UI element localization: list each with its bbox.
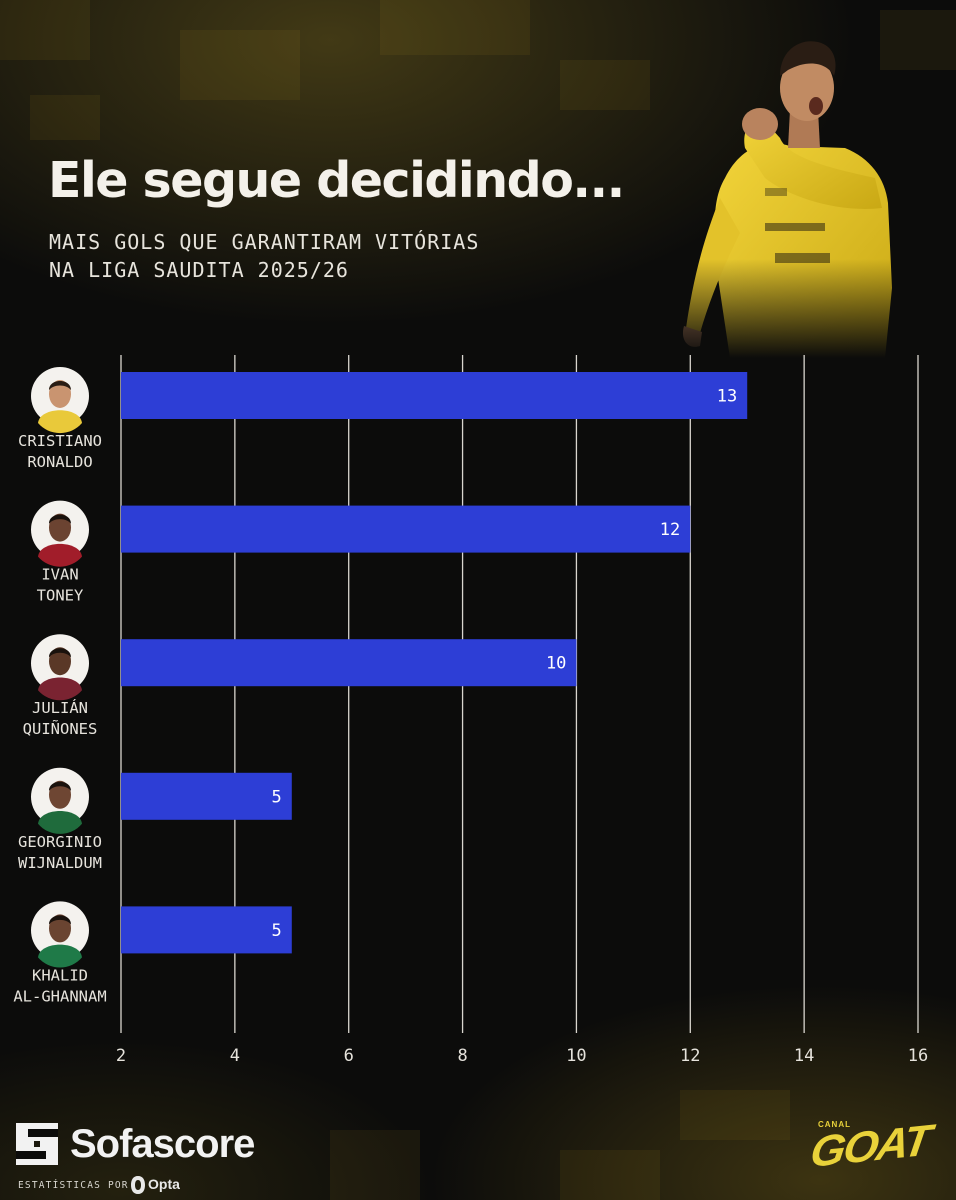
bar [121, 505, 691, 553]
player-name-line: JULIÁN [32, 698, 88, 717]
avatar-face [49, 780, 71, 809]
subtitle-line-2: NA LIGA SAUDITA 2025/26 [49, 258, 349, 282]
x-tick-label: 16 [908, 1046, 928, 1066]
opta-logo-icon [131, 1176, 145, 1194]
bg-pixel-block [560, 60, 650, 110]
avatar-shirt [38, 543, 82, 567]
x-axis-ticks: 2 4 6 8 10 12 14 16 [116, 1046, 928, 1066]
bar-value-label: 5 [272, 921, 282, 941]
player-name-line: RONALDO [27, 453, 92, 471]
category-labels: 13 CRISTIANO RONALDO 12 IVAN TONEY 10 JULIÁN QUI… [13, 387, 737, 1006]
bg-pixel-block [0, 0, 90, 60]
avatar-shirt [38, 677, 82, 701]
avatar-shirt [38, 944, 82, 968]
x-tick-label: 10 [566, 1046, 586, 1066]
bar [121, 639, 577, 687]
bars [121, 372, 748, 954]
x-tick-label: 4 [230, 1046, 240, 1066]
sofascore-branding: Sofascore ESTATÍSTICAS POR Opta [16, 1118, 316, 1198]
avatar-hair [49, 381, 71, 390]
canal-goat-logo: CANAL GOAT [806, 1110, 936, 1190]
x-tick-label: 14 [794, 1046, 814, 1066]
bg-pixel-block [330, 1130, 420, 1200]
bar [121, 772, 292, 820]
avatar-face [49, 914, 71, 943]
avatar-hair [49, 648, 71, 658]
bg-pixel-block [560, 1150, 660, 1200]
bar-value-label: 12 [660, 520, 680, 540]
sofascore-wordmark: Sofascore [70, 1122, 255, 1166]
bg-pixel-block [680, 1090, 790, 1140]
avatar-hair [49, 514, 71, 524]
avatar-shirt [38, 410, 82, 434]
player-name-line: KHALID [32, 966, 88, 984]
stats-by-label: ESTATÍSTICAS POR [18, 1180, 129, 1191]
avatar-face [49, 513, 71, 542]
canal-label: CANAL [818, 1120, 851, 1129]
bg-pixel-block [30, 95, 100, 140]
player-avatar [31, 634, 89, 701]
avatar-hair [49, 781, 71, 791]
sofascore-logo-icon [16, 1123, 58, 1165]
player-name-line: GEORGINIO [18, 833, 102, 851]
bar [121, 906, 292, 954]
bar-value-label: 5 [272, 787, 282, 807]
bg-pixel-block [380, 0, 530, 55]
grid-lines [120, 355, 919, 1033]
x-tick-label: 2 [116, 1046, 126, 1066]
player-name-line: IVAN [41, 566, 78, 584]
bar [121, 372, 748, 419]
avatar-face [49, 380, 71, 408]
bar-value-label: 13 [717, 387, 737, 407]
player-avatar [31, 500, 89, 567]
player-avatar [31, 767, 89, 834]
player-avatar [31, 901, 89, 968]
player-name-line: AL-GHANNAM [13, 987, 106, 1005]
player-avatars [31, 367, 89, 968]
x-tick-label: 6 [344, 1046, 354, 1066]
bar-value-label: 10 [546, 654, 566, 674]
player-name-line: CRISTIANO [18, 432, 102, 450]
x-tick-label: 8 [457, 1046, 467, 1066]
page-title: Ele segue decidindo... [48, 152, 625, 209]
subtitle-line-1: MAIS GOLS QUE GARANTIRAM VITÓRIAS [49, 230, 480, 254]
player-name-line: QUIÑONES [23, 719, 98, 738]
x-tick-label: 12 [680, 1046, 700, 1066]
avatar-hair [49, 915, 71, 925]
avatar-shirt [38, 811, 82, 834]
player-name-line: WIJNALDUM [18, 854, 102, 872]
bg-pixel-block [180, 30, 300, 100]
player-name-line: TONEY [37, 587, 84, 605]
hero-player-photo [670, 28, 900, 358]
player-avatar [31, 367, 89, 434]
avatar-face [49, 647, 71, 676]
opta-wordmark: Opta [148, 1176, 180, 1192]
